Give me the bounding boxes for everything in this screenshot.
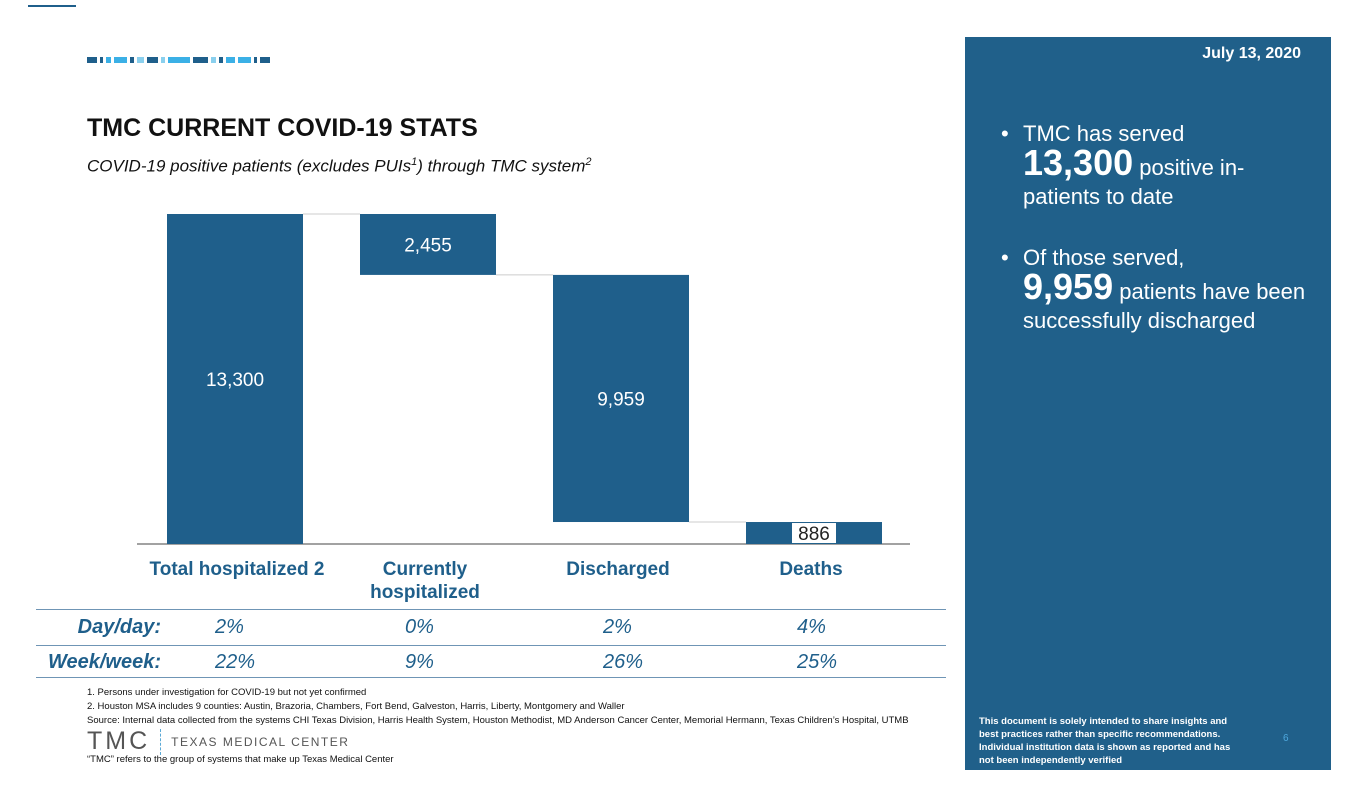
category-label: Currently hospitalized: [370, 559, 480, 603]
footnote-1: 1. Persons under investigation for COVID…: [87, 687, 367, 698]
footnote-2: 2. Houston MSA includes 9 counties: Aust…: [87, 701, 625, 712]
dash-segment: [211, 57, 216, 63]
logo-abbr: TMC: [87, 727, 151, 755]
summary-bullet-1: • TMC has served 13,300 positive in-patien…: [1001, 121, 1245, 209]
tmc-logo: TMC TEXAS MEDICAL CENTER: [87, 727, 349, 756]
data-label: 2,455: [404, 235, 452, 256]
bar: [360, 214, 496, 275]
dash-segment: [137, 57, 144, 63]
footnote-ref: 2: [585, 156, 592, 168]
bar: [167, 214, 303, 544]
table-divider: [36, 677, 946, 678]
source-note: Source: Internal data collected from the…: [87, 715, 909, 726]
total-count: 13,300: [1023, 142, 1134, 183]
data-label: 9,959: [597, 389, 645, 410]
table-divider: [36, 609, 946, 610]
page-number: 6: [1283, 733, 1289, 744]
tmc-footnote: “TMC” refers to the group of systems tha…: [87, 754, 394, 765]
subtitle-text: COVID-19 positive patients (excludes PUI…: [87, 156, 412, 176]
label-bg: [792, 523, 836, 544]
disclaimer: This document is solely intended to shar…: [979, 716, 1231, 766]
row-value: 25%: [797, 651, 838, 673]
dash-segment: [161, 57, 165, 63]
dash-segment: [219, 57, 223, 63]
report-date: July 13, 2020: [1202, 45, 1301, 62]
row-value: 0%: [405, 616, 434, 638]
dash-segment: [260, 57, 270, 63]
dash-segment: [114, 57, 127, 63]
data-label: 886: [798, 524, 830, 545]
dash-segment: [87, 57, 97, 63]
category-label: Deaths: [779, 559, 843, 580]
dash-segment: [226, 57, 235, 63]
footnote-ref: 1: [411, 156, 418, 168]
logo-name: TEXAS MEDICAL CENTER: [171, 734, 350, 749]
dash-segment: [106, 57, 111, 63]
row-value: 2%: [215, 616, 244, 638]
dash-segment: [130, 57, 134, 63]
category-label: Discharged: [566, 559, 670, 580]
change-row: Day/day: 2% 0% 2% 4%: [36, 610, 946, 644]
row-value: 2%: [603, 616, 632, 638]
discharged-count: 9,959: [1023, 266, 1114, 307]
row-value: 26%: [603, 651, 644, 673]
page-subtitle: COVID-19 positive patients (excludes PUI…: [87, 156, 592, 177]
row-value: 9%: [405, 651, 434, 673]
dash-segment: [168, 57, 190, 63]
dash-segment: [100, 57, 103, 63]
category-label: Total hospitalized 2: [149, 559, 325, 580]
bar: [553, 274, 689, 523]
dash-segment: [193, 57, 208, 63]
row-label: Week/week:: [47, 651, 161, 673]
row-value: 22%: [215, 651, 256, 673]
dash-segment: [254, 57, 257, 63]
dash-segment: [147, 57, 158, 63]
summary-bullet-2: • Of those served, 9,959 patients have bee…: [1001, 245, 1306, 333]
change-row: Week/week: 22% 9% 26% 25%: [36, 645, 946, 679]
row-label: Day/day:: [77, 616, 161, 638]
row-value: 4%: [797, 616, 826, 638]
dash-segment: [238, 57, 251, 63]
page-title: TMC CURRENT COVID-19 STATS: [87, 114, 478, 142]
data-label: 13,300: [206, 370, 264, 391]
subtitle-text: ) through TMC system: [417, 156, 586, 176]
table-divider: [36, 645, 946, 646]
decorative-dash-bar: [87, 57, 270, 63]
summary-panel: July 13, 2020 • TMC has served 13,300 posi…: [965, 37, 1331, 770]
waterfall-chart: 13,300 2,455 9,959 886: [137, 213, 910, 545]
top-accent-line: [28, 5, 76, 7]
